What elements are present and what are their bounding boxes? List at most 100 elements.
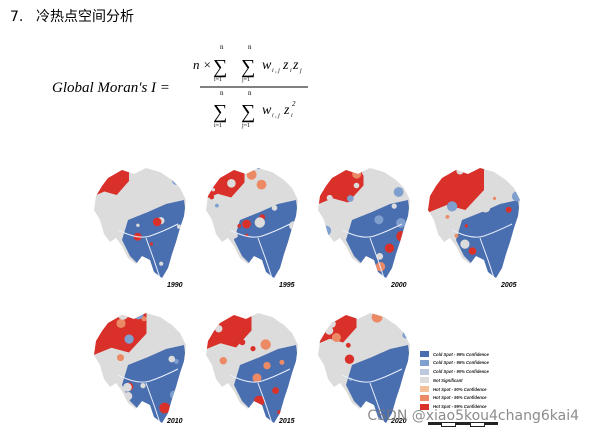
river-line [117, 223, 179, 278]
map-patch [431, 160, 440, 166]
map-patch [242, 219, 251, 229]
map-patch [374, 215, 384, 225]
map-patch [126, 160, 132, 166]
map-patch [468, 247, 477, 255]
map-patch [116, 256, 124, 265]
map-patch [456, 168, 464, 175]
hotspot-map-1990 [88, 160, 193, 282]
map-patch [175, 268, 186, 278]
map-patch [320, 238, 330, 248]
legend-item: Cold Spot - 95% Confidence [420, 359, 530, 367]
map-patch [206, 231, 211, 241]
legend-item: Cold Spot - 99% Confidence [420, 350, 530, 358]
map-patch [209, 366, 218, 375]
legend-label: Not Significant [433, 377, 463, 383]
map-patch [366, 343, 372, 349]
map-patch [200, 361, 204, 365]
map-patch [152, 217, 162, 227]
river-line [341, 368, 403, 423]
map-patch [491, 160, 495, 164]
map-patch [408, 334, 410, 342]
map-patch [408, 363, 410, 368]
map-patch [404, 391, 410, 400]
map-patch [513, 250, 520, 262]
map-patch [289, 221, 298, 231]
map-patch [326, 194, 333, 201]
map-patch [133, 313, 144, 320]
legend-swatch [420, 377, 429, 384]
map-patch [159, 402, 171, 414]
map-patch [371, 313, 383, 323]
map-patch [140, 383, 146, 389]
legend-label: Hot Spot - 95% Confidence [433, 395, 487, 401]
map-patch [169, 390, 179, 399]
map-patch [454, 233, 459, 238]
legend-swatch [420, 403, 429, 410]
map-patch [236, 411, 243, 418]
map-patch [130, 417, 135, 422]
den-sum-i-top: n [220, 89, 224, 97]
map-patch [327, 319, 336, 328]
map-patch [200, 391, 203, 395]
map-patch [215, 325, 223, 333]
river-line [229, 223, 291, 278]
numerator-weight-sub: i , j [272, 68, 280, 74]
morans-i-formula: Global Moran's I = n × n ∑ i=1 n ∑ j=1 w… [50, 40, 340, 132]
map-patch [353, 182, 360, 189]
map-patch [331, 385, 340, 394]
map-patch [345, 342, 351, 348]
map-patch [215, 203, 219, 208]
hotspot-map-2015 [200, 305, 305, 427]
map-patch [277, 410, 282, 415]
watermark: CSDN @xiao5kou4chang6kai4 [367, 408, 579, 424]
map-patch [447, 201, 458, 212]
map-patch [209, 194, 215, 200]
map-patch [480, 202, 491, 213]
legend-label: Cold Spot - 99% Confidence [433, 351, 489, 357]
formula-lhs: Global Moran's I = [52, 80, 170, 96]
map-patch [256, 179, 267, 190]
legend-label: Cold Spot - 95% Confidence [433, 360, 489, 366]
numerator-prefix: n × [193, 57, 212, 72]
map-patch [177, 236, 186, 247]
denominator-z-sup: 2 [292, 100, 296, 108]
hotspot-map-2000 [312, 160, 417, 282]
den-sum-i-sign: ∑ [213, 101, 227, 123]
map-patch [247, 201, 253, 206]
map-year-label: 2020 [391, 418, 407, 425]
map-year-label: 2000 [391, 282, 407, 289]
map-patch [252, 409, 257, 414]
map-patch [393, 187, 404, 197]
map-patch [260, 339, 271, 350]
map-patch [177, 224, 182, 229]
map-patch [119, 251, 123, 255]
map-patch [117, 354, 124, 362]
map-patch [242, 326, 250, 335]
map-patch [180, 272, 185, 277]
map-patch [331, 333, 341, 342]
legend-swatch [420, 386, 429, 393]
sum-j-top: n [248, 43, 252, 51]
map-patch [250, 346, 256, 352]
map-patch [100, 368, 108, 376]
map-patch [492, 196, 497, 200]
section-heading: 7. 冷热点空间分析 [10, 8, 134, 26]
map-patch [206, 237, 208, 248]
map-legend: Cold Spot - 99% Confidence Cold Spot - 95… [420, 350, 530, 412]
map-patch [351, 421, 356, 423]
map-patch [422, 273, 426, 281]
map-patch [94, 362, 99, 368]
map-patch [321, 254, 329, 262]
map-patch [272, 387, 279, 394]
map-patch [206, 219, 212, 226]
legend-swatch [420, 394, 429, 401]
section-number: 7. [10, 9, 24, 25]
map-patch [234, 404, 244, 414]
legend-swatch [420, 368, 429, 375]
numerator-z-j: z [292, 58, 299, 73]
denominator-z-sub: i [291, 113, 293, 119]
map-patch [141, 316, 147, 322]
map-patch [396, 231, 407, 242]
map-patch [344, 354, 355, 364]
map-patch [246, 169, 257, 180]
